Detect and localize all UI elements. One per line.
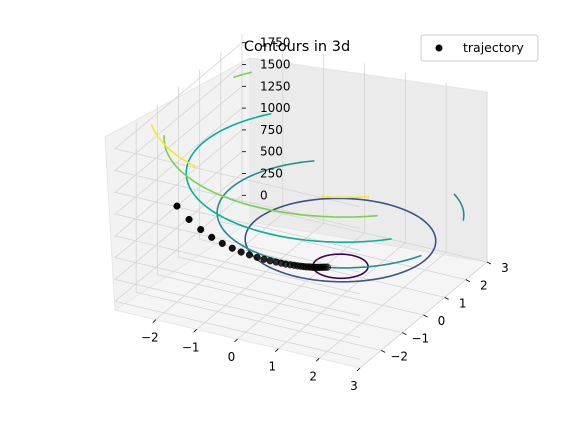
legend: trajectory [420, 34, 539, 62]
grid-z-7 [114, 42, 361, 208]
trajectory-point [173, 202, 181, 210]
grid-y-3 [199, 69, 445, 298]
legend-label-trajectory: trajectory [463, 40, 524, 55]
trajectory-point [208, 233, 216, 241]
x-tick-label-5: 3 [350, 379, 358, 393]
y-tick-mark-1 [402, 332, 407, 336]
grid-z-6 [114, 64, 361, 229]
x-tick-mark-1 [193, 329, 197, 333]
grid-z-1 [114, 173, 361, 338]
y-tick-label-0: −2 [390, 349, 408, 363]
z-tick-label-1: 250 [260, 166, 283, 180]
y-tick-mark-2 [423, 314, 428, 318]
trajectory-point [237, 248, 245, 256]
z-tick-label-5: 1250 [260, 79, 291, 93]
legend-box [420, 34, 539, 62]
trajectory-point [253, 253, 261, 261]
trajectory-point [185, 215, 193, 223]
contour-line-3-0 [185, 112, 392, 244]
contour-line-1-0 [244, 197, 437, 283]
x-tick-label-1: −1 [182, 340, 200, 354]
axis-ticks: −2−10123−2−10123025050075010001250150017… [141, 36, 509, 393]
trajectory-point [322, 263, 330, 271]
contour-line-4-0 [233, 71, 252, 79]
y-tick-mark-4 [465, 279, 471, 283]
chart-title: Contours in 3d [244, 39, 350, 55]
x-tick-mark-4 [315, 358, 320, 362]
trajectory-points [173, 202, 331, 271]
grid-y-4 [220, 51, 466, 281]
x-tick-label-2: 0 [228, 350, 236, 364]
z-tick-label-0: 0 [260, 188, 268, 202]
contour-lines [150, 71, 465, 283]
trajectory-point [266, 257, 274, 265]
x-tick-mark-3 [275, 348, 279, 352]
contour-line-4-1 [163, 135, 378, 218]
z-tick-label-6: 1500 [260, 58, 291, 72]
x-tick-label-4: 2 [309, 369, 317, 383]
z-tick-label-4: 1000 [260, 101, 291, 115]
x-tick-mark-5 [356, 367, 361, 372]
grid-z-2 [114, 151, 361, 317]
axes-panes [104, 57, 489, 369]
x-tick-label-0: −2 [141, 331, 159, 345]
trajectory-point [260, 255, 268, 263]
trajectory-point [197, 225, 205, 234]
x-tick-mark-2 [234, 338, 238, 343]
y-tick-mark-0 [380, 349, 386, 353]
trajectory-point [245, 251, 253, 259]
grid-y-5 [241, 34, 488, 263]
z-tick-label-2: 500 [260, 145, 283, 159]
y-tick-mark-3 [444, 296, 449, 300]
contour-line-2-0 [453, 193, 465, 221]
grid-z-5 [114, 86, 361, 251]
grid-z-4 [114, 107, 361, 273]
z-tick-label-7: 1750 [260, 36, 291, 50]
x-tick-mark-0 [152, 319, 157, 323]
x-tick-label-3: 1 [269, 360, 277, 374]
y-tick-label-3: 1 [459, 296, 467, 310]
contour-line-5-1 [321, 195, 370, 199]
legend-marker [435, 44, 443, 52]
grid-z-3 [114, 129, 361, 295]
y-tick-label-4: 2 [480, 279, 488, 293]
contour-line-5-0 [150, 123, 197, 168]
y-tick-label-2: 0 [438, 314, 446, 328]
trajectory-point [228, 244, 236, 252]
contour-line-0-0 [312, 253, 369, 280]
z-tick-label-3: 750 [260, 123, 283, 137]
trajectory-point [218, 239, 226, 247]
contour-line-2-1 [216, 160, 422, 269]
y-tick-label-1: −1 [411, 332, 429, 346]
grid-lines [114, 34, 488, 369]
y-tick-mark-5 [486, 261, 492, 265]
trajectory-point [323, 263, 331, 271]
y-tick-label-5: 3 [501, 261, 509, 275]
